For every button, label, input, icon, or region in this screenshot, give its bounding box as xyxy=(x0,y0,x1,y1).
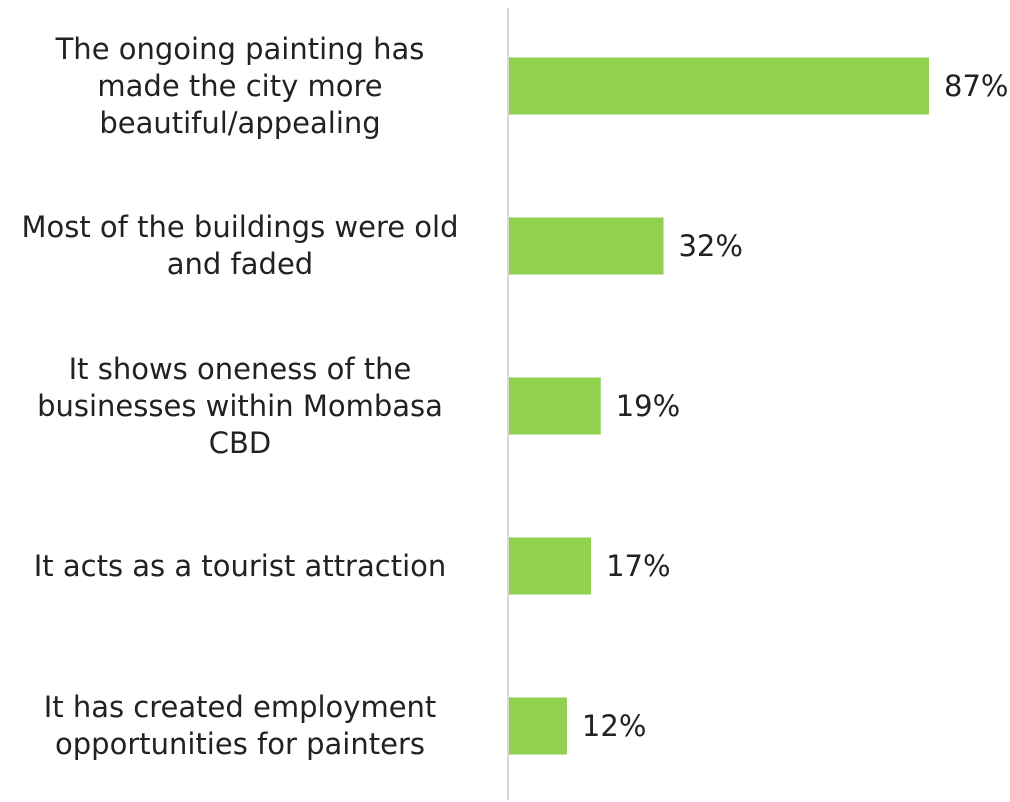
category-label-3: It shows oneness of the businesses within… xyxy=(37,351,443,460)
bar-5 xyxy=(509,697,567,755)
bar-4 xyxy=(509,537,592,595)
value-label-5: 12% xyxy=(581,709,647,743)
bar-2 xyxy=(509,217,664,275)
value-label-1: 87% xyxy=(944,69,1009,103)
value-label-4: 17% xyxy=(606,549,671,583)
category-label-1: The ongoing painting has made the city mo… xyxy=(55,31,425,140)
bar-1 xyxy=(509,57,929,115)
value-label-2: 32% xyxy=(678,229,743,263)
category-label-5: It has created employment opportunities f… xyxy=(43,690,437,761)
category-label-2: Most of the buildings were old and faded xyxy=(21,210,459,281)
bar-3 xyxy=(509,377,601,435)
category-label-4: It acts as a tourist attraction xyxy=(33,548,447,583)
value-label-3: 19% xyxy=(615,389,681,423)
bars-group xyxy=(509,57,929,755)
